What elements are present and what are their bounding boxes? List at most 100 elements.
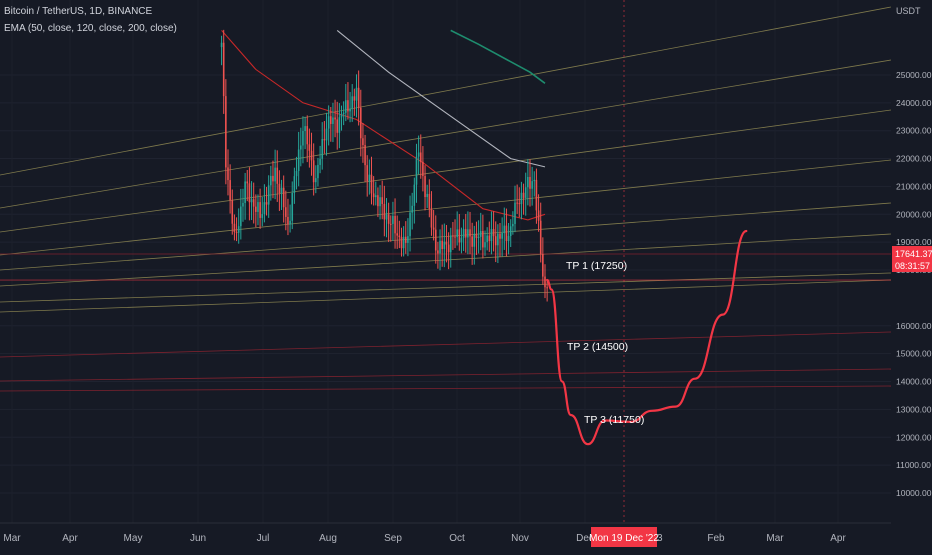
time-axis-label: Apr: [830, 533, 846, 544]
candle-body: [359, 107, 362, 139]
candle-body: [263, 202, 266, 215]
price-tick-label: 24000.00: [896, 98, 932, 108]
price-tick-label: 11000.00: [896, 460, 931, 470]
candle-body: [400, 237, 403, 249]
trend-lines: [0, 6, 892, 392]
candle-body: [302, 131, 304, 146]
candle-body: [368, 174, 371, 182]
candle-body: [456, 229, 458, 238]
candle-body: [244, 181, 246, 203]
candle-body: [315, 178, 317, 183]
candle-body: [473, 233, 476, 247]
projection-line: [546, 229, 748, 446]
candle-body: [370, 174, 373, 194]
candle-body: [462, 229, 465, 238]
candle-body: [432, 227, 435, 230]
candle-body: [387, 214, 390, 224]
candle-body: [426, 193, 428, 198]
candle-body: [398, 235, 401, 238]
trend-line: [0, 59, 892, 209]
candle-body: [261, 214, 264, 218]
candle-body: [407, 236, 409, 243]
candle-body: [379, 197, 381, 207]
candle-body: [342, 112, 345, 115]
candle-body: [349, 108, 351, 112]
candle-body: [439, 240, 441, 254]
last-price-box: [892, 246, 932, 272]
price-tick-label: 21000.00: [896, 181, 932, 191]
candle-body: [338, 117, 341, 133]
candle-body: [464, 229, 467, 238]
candle-body: [409, 212, 411, 237]
support-line: [0, 331, 892, 358]
time-axis-label: Nov: [511, 533, 529, 544]
candle-body: [503, 225, 506, 234]
ema-line: [221, 30, 546, 221]
candle-body: [422, 161, 424, 177]
candle-body: [501, 233, 503, 239]
candle-body: [544, 276, 546, 288]
candle-body: [246, 181, 249, 184]
ema-lines: [221, 29, 546, 221]
candle-body: [492, 229, 495, 237]
candle-body: [527, 176, 529, 188]
time-axis-label: Sep: [384, 533, 402, 544]
price-tick-label: 19000.00: [896, 237, 932, 247]
symbol-title[interactable]: Bitcoin / TetherUS, 1D, BINANCE: [4, 6, 153, 17]
candle-body: [308, 144, 311, 151]
candle-body: [257, 202, 259, 212]
candle-body: [252, 199, 255, 207]
candle-body: [300, 145, 302, 150]
ema-line: [336, 29, 546, 168]
candle-body: [355, 87, 358, 101]
candle-body: [505, 225, 508, 242]
time-axis-label: Mar: [3, 533, 21, 544]
ema-line: [450, 29, 546, 84]
candle-body: [327, 116, 330, 129]
candle-body: [276, 167, 279, 184]
candle-body: [499, 233, 501, 239]
price-tick-label: 10000.00: [896, 488, 932, 498]
candle-body: [535, 179, 538, 211]
candle-body: [229, 180, 231, 201]
candle-body: [497, 233, 499, 246]
candle-body: [329, 116, 332, 124]
candle-body: [520, 192, 523, 205]
candle-body: [351, 96, 354, 109]
time-axis-panel[interactable]: [0, 523, 891, 550]
candle-body: [419, 152, 422, 162]
candle-body: [289, 220, 291, 225]
candle-body: [546, 287, 548, 289]
candle-body: [471, 236, 473, 247]
candle-body: [430, 208, 433, 228]
candle-body: [424, 176, 426, 198]
candle-body: [231, 200, 234, 224]
projection-path: [546, 229, 748, 446]
crosshair-date-label: Mon 19 Dec '22: [589, 533, 659, 544]
price-tick-label: 14000.00: [896, 377, 932, 387]
candles: [220, 29, 548, 302]
candle-body: [445, 241, 448, 245]
candle-body: [267, 185, 270, 205]
candle-body: [240, 206, 242, 227]
candle-body: [344, 100, 347, 113]
candle-body: [486, 235, 488, 243]
candle-body: [347, 100, 349, 112]
last-price-marker: 17641.37 08:31:57: [892, 246, 932, 272]
crosshair-date-marker: Mon 19 Dec '22 3: [589, 527, 663, 547]
time-axis-label: Aug: [319, 533, 337, 544]
time-axis-label: Jul: [257, 533, 270, 544]
candle-body: [248, 183, 251, 203]
candle-body: [531, 181, 533, 189]
candle-body: [467, 229, 469, 238]
trend-line: [0, 279, 892, 313]
candle-body: [518, 203, 521, 205]
crosshair-date-box: [591, 527, 657, 547]
candle-body: [490, 229, 493, 242]
candle-body: [533, 179, 536, 182]
indicator-legend[interactable]: EMA (50, close, 120, close, 200, close): [4, 23, 177, 34]
candle-body: [469, 229, 471, 237]
